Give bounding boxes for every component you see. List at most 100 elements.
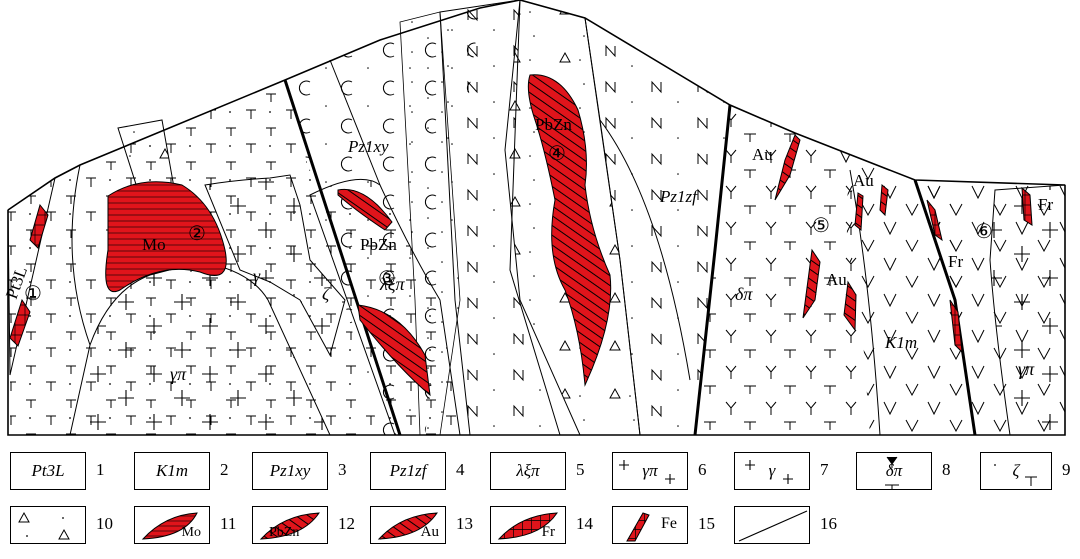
fault-line: [693, 104, 732, 436]
ore-body-au: [774, 134, 801, 201]
legend-swatch-label: Pz1zf: [389, 461, 427, 480]
t-symbol-icon: [994, 464, 1037, 486]
breccia-symbol-icon: [18, 511, 70, 540]
surface-topography: [7, 0, 1066, 211]
legend-number: 3: [338, 460, 347, 479]
legend: Pt3L 1 K1m 2 Pz1xy 3 Pz1zf 4 λξπ 5 γπ 6 …: [0, 452, 1080, 559]
legend-swatch: Fe: [612, 506, 688, 544]
legend-swatch: PbZn: [252, 506, 328, 544]
unit-delta-pi-zone: [695, 105, 860, 435]
legend-number: 12: [338, 514, 355, 533]
circled-number-4: ④: [548, 143, 566, 165]
ore-body-fr: [949, 299, 963, 354]
label-pbzn-top: PbZn: [535, 115, 572, 134]
label-delta-pi: δπ: [735, 284, 753, 304]
au-ore-swatch-icon: [377, 512, 438, 540]
label-lambda-xi-pi: λξπ: [379, 274, 406, 294]
fault-line: [913, 179, 977, 436]
legend-number: 10: [96, 514, 113, 533]
legend-number: 9: [1062, 460, 1071, 479]
ore-body-pbzn: [357, 304, 431, 397]
legend-swatch: γ: [734, 452, 810, 490]
legend-swatch: γπ: [612, 452, 688, 490]
ore-body-au: [802, 248, 821, 319]
fr-ore-swatch-icon: [497, 512, 558, 540]
label-k1m: K1m: [884, 333, 917, 352]
label-fr: Fr: [1038, 195, 1053, 214]
legend-number: 14: [576, 514, 593, 533]
legend-swatch: Pz1xy: [252, 452, 328, 490]
legend-swatch-label: Pt3L: [31, 461, 65, 480]
label-au: Au: [853, 171, 874, 190]
ore-body-pbzn-main: [527, 74, 612, 387]
legend-number: 8: [942, 460, 951, 479]
boundary-line-icon: [738, 510, 808, 542]
legend-swatch-label: γ: [768, 461, 776, 480]
contact-line: [71, 164, 91, 346]
legend-number: 5: [576, 460, 585, 479]
ore-body-au: [854, 192, 864, 232]
pbzn-ore-swatch-icon: [259, 512, 320, 540]
label-fr: Fr: [948, 252, 963, 271]
legend-number: 11: [220, 514, 237, 533]
section-frame: [7, 185, 1066, 436]
legend-swatch-label: ζ: [1012, 461, 1020, 480]
legend-swatch: [734, 506, 810, 544]
circled-number-6: ⑥: [975, 221, 993, 243]
legend-number: 2: [220, 460, 229, 479]
legend-swatch: ζ: [980, 452, 1052, 490]
ore-body-pbzn: [337, 188, 393, 231]
fault-line: [283, 79, 402, 436]
legend-swatch: K1m: [134, 452, 210, 490]
contact-line: [329, 59, 381, 186]
legend-swatch: Au: [370, 506, 446, 544]
label-pbzn-left: PbZn: [360, 235, 397, 254]
circled-number-5: ⑤: [812, 215, 830, 237]
legend-swatch-label: PbZn: [269, 525, 300, 540]
unit-gamma-body: [204, 174, 346, 357]
plus-symbol-icon: [619, 460, 675, 484]
ore-body-fr: [926, 199, 943, 242]
fe-ore-swatch-icon: [626, 512, 650, 542]
label-pz1zf: Pz1zf: [659, 187, 699, 206]
legend-swatch-label: K1m: [155, 461, 189, 480]
legend-swatch: λξπ: [490, 452, 566, 490]
legend-swatch: Mo: [134, 506, 210, 544]
mo-ore-swatch-icon: [141, 512, 198, 540]
label-pz1xy: Pz1xy: [347, 137, 389, 156]
label-gamma: γ: [253, 266, 261, 286]
circled-number-1: ①: [24, 283, 42, 305]
legend-swatch: Pt3L: [10, 452, 86, 490]
legend-swatch-label: Fr: [541, 524, 555, 540]
legend-swatch-label: λξπ: [516, 461, 540, 480]
legend-number: 1: [96, 460, 105, 479]
legend-number: 16: [820, 514, 837, 533]
contact-line: [599, 119, 691, 381]
legend-swatch-label: Mo: [181, 525, 201, 540]
label-gamma-pi-right: γπ: [1018, 359, 1035, 379]
legend-swatch-label: Pz1xy: [269, 461, 311, 480]
ore-body-au: [879, 183, 889, 217]
legend-swatch-label: Au: [420, 524, 439, 540]
label-au: Au: [826, 270, 847, 289]
contact-line: [849, 169, 881, 436]
label-gamma-pi: γπ: [170, 364, 187, 384]
legend-swatch-label: δπ: [885, 461, 903, 480]
legend-number: 15: [698, 514, 715, 533]
ore-body-fr: [1021, 186, 1033, 226]
label-au: Au: [752, 145, 773, 164]
ore-body-mo: [105, 181, 227, 293]
legend-swatch: δπ: [856, 452, 932, 490]
v-t-symbol-icon: [885, 456, 899, 490]
label-mo: Mo: [142, 235, 166, 254]
legend-swatch: Pz1zf: [370, 452, 446, 490]
label-zeta: ζ: [322, 284, 331, 304]
plus-symbol-icon: [745, 460, 793, 484]
geological-cross-section: Pt3L Mo γ γπ ζ Pz1xy PbZn λξπ PbZn Pz1zf…: [2, 0, 1066, 436]
legend-swatch-label: Fe: [661, 515, 677, 532]
legend-swatch: Fr: [490, 506, 566, 544]
ore-body-au: [843, 280, 857, 332]
legend-swatch-label: γπ: [642, 461, 658, 480]
legend-number: 4: [456, 460, 465, 479]
ore-body-fe: [9, 298, 31, 347]
